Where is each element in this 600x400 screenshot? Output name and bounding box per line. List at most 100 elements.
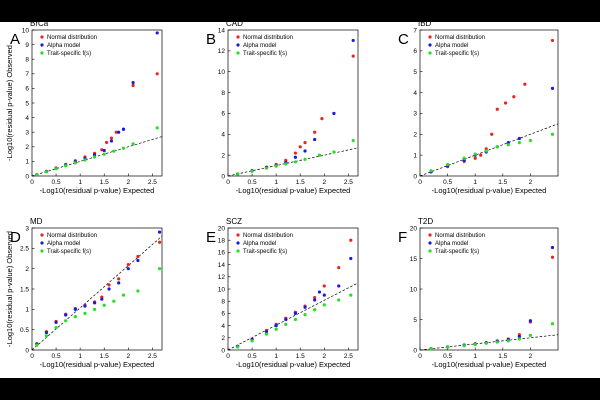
x-tick-label-d: 1 bbox=[78, 353, 82, 360]
data-point-e bbox=[284, 317, 288, 322]
y-tick-label-a: 5 bbox=[25, 100, 29, 107]
data-point-c bbox=[506, 143, 510, 147]
y-tick-label-f: 10 bbox=[410, 286, 418, 293]
series-a-2 bbox=[35, 126, 159, 177]
data-point-e bbox=[317, 290, 322, 294]
data-point-f bbox=[517, 337, 521, 341]
top-letterbox-bar bbox=[0, 0, 600, 22]
data-point-d bbox=[121, 293, 126, 297]
data-point-b bbox=[313, 130, 317, 134]
data-point-e bbox=[274, 327, 278, 331]
y-tick-label-f: 20 bbox=[410, 225, 418, 232]
data-point-b bbox=[250, 169, 254, 173]
y-tick-label-d: 1 bbox=[25, 307, 29, 314]
data-point-c bbox=[550, 86, 555, 90]
data-point-d bbox=[73, 315, 77, 319]
x-tick-label-d: 0 bbox=[30, 353, 34, 360]
data-point-f bbox=[517, 334, 521, 339]
data-point-a bbox=[114, 130, 118, 134]
series-f-0 bbox=[429, 255, 555, 351]
data-point-d bbox=[64, 319, 68, 323]
data-point-d bbox=[83, 304, 87, 308]
data-point-a bbox=[102, 148, 106, 153]
data-point-d bbox=[44, 330, 49, 335]
data-point-e bbox=[293, 311, 298, 315]
data-point-a bbox=[117, 130, 121, 134]
data-point-f bbox=[550, 245, 555, 250]
y-axis-label-a: -Log10(residual p-value) Observed bbox=[5, 45, 14, 161]
data-point-d bbox=[54, 326, 58, 330]
legend-marker-a bbox=[40, 43, 44, 47]
data-point-b bbox=[351, 54, 355, 58]
data-point-b bbox=[284, 162, 288, 166]
x-tick-label-f: 1.5 bbox=[498, 353, 507, 360]
data-point-b bbox=[293, 155, 298, 159]
legend-marker-d bbox=[40, 241, 44, 245]
data-point-d bbox=[112, 299, 116, 303]
panel-letter-d: D bbox=[10, 229, 21, 246]
x-tick-label-d: 1.5 bbox=[100, 353, 109, 360]
data-point-f bbox=[473, 342, 477, 347]
x-tick-label-a: 1 bbox=[78, 179, 82, 186]
data-point-b bbox=[332, 111, 336, 116]
y-tick-label-e: 20 bbox=[218, 225, 226, 232]
reference-line-f bbox=[419, 334, 559, 351]
data-point-a bbox=[35, 172, 39, 177]
panel-e: E SCZ 0 0.5 1 1.5 2 2.5 0 2 4 6 8 10 12 14 16 18 20 -Log10(… bbox=[206, 217, 359, 369]
reference-line-b bbox=[227, 147, 359, 177]
series-c-0 bbox=[429, 38, 555, 174]
y-tick-label-a: 4 bbox=[25, 115, 29, 122]
x-tick-label-e: 2 bbox=[322, 353, 326, 360]
data-point-a bbox=[100, 148, 104, 152]
y-tick-label-c: 1 bbox=[413, 152, 417, 159]
panel-letter-c: C bbox=[398, 31, 409, 48]
data-point-c bbox=[429, 169, 433, 173]
x-tick-label-c: 1 bbox=[473, 179, 477, 186]
legend-label-a: Normal distribution bbox=[47, 35, 97, 41]
data-point-e bbox=[313, 298, 317, 302]
x-axis-label-e: -Log10(residual p-value) Expected bbox=[236, 360, 351, 369]
legend-marker-f bbox=[428, 249, 432, 253]
legend-label-a: Trait-specific f(s) bbox=[47, 51, 91, 57]
series-b-1 bbox=[236, 38, 355, 176]
x-axis-label-d: -Log10(residual p-value) Expected bbox=[40, 360, 155, 369]
data-point-d bbox=[126, 263, 130, 267]
y-tick-label-a: 2 bbox=[25, 144, 29, 151]
series-f-2 bbox=[429, 322, 555, 351]
data-point-a bbox=[109, 139, 114, 143]
data-point-e bbox=[313, 308, 317, 312]
data-point-c bbox=[512, 95, 516, 99]
panel-letter-b: B bbox=[206, 31, 216, 48]
data-point-b bbox=[320, 117, 324, 121]
data-point-a bbox=[112, 149, 116, 153]
data-point-e bbox=[264, 330, 269, 334]
panel-letter-e: E bbox=[206, 229, 216, 246]
legend-label-e: Normal distribution bbox=[243, 233, 293, 239]
data-point-a bbox=[131, 83, 135, 88]
y-tick-label-a: 3 bbox=[25, 130, 29, 137]
data-point-c bbox=[473, 156, 477, 160]
series-b-2 bbox=[236, 138, 355, 176]
y-tick-label-a: 7 bbox=[25, 71, 29, 78]
y-tick-label-b: 12 bbox=[218, 48, 226, 55]
panel-title-a: BrCa bbox=[30, 19, 49, 28]
y-tick-label-c: 3 bbox=[413, 111, 417, 118]
data-point-d bbox=[64, 313, 68, 317]
data-point-b bbox=[274, 164, 278, 168]
reference-line-d bbox=[31, 235, 163, 351]
y-tick-label-c: 7 bbox=[413, 27, 417, 34]
x-tick-label-b: 1 bbox=[274, 179, 278, 186]
legend-label-f: Trait-specific f(s) bbox=[435, 249, 479, 255]
x-tick-label-a: 0 bbox=[30, 179, 34, 186]
y-tick-label-b: 8 bbox=[221, 90, 225, 97]
legend-marker-f bbox=[428, 241, 432, 245]
data-point-a bbox=[64, 164, 68, 168]
legend-marker-e bbox=[236, 233, 240, 237]
reference-line-a bbox=[31, 136, 163, 177]
data-point-b bbox=[303, 141, 307, 145]
data-point-d bbox=[136, 289, 140, 293]
y-tick-label-e: 14 bbox=[218, 262, 226, 269]
y-tick-label-e: 6 bbox=[221, 311, 225, 318]
panel-title-c: IBD bbox=[418, 19, 432, 28]
series-e-2 bbox=[236, 293, 353, 349]
